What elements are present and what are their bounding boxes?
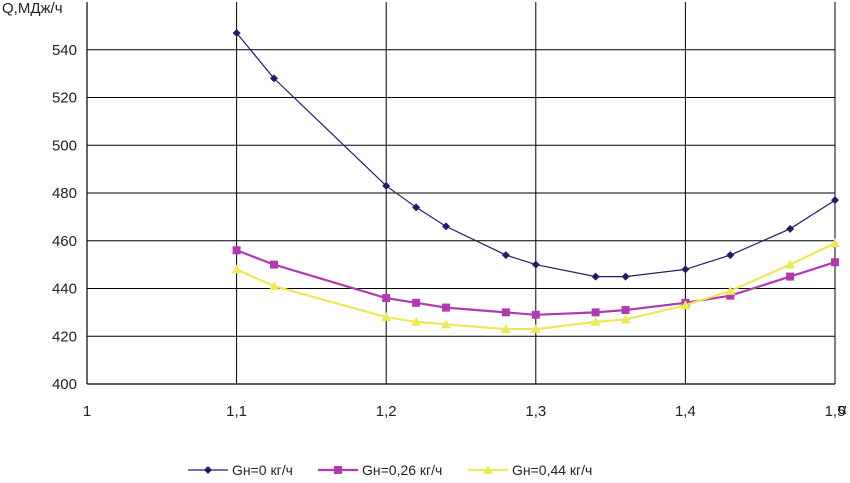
legend-marker: [334, 466, 342, 474]
data-point: [442, 222, 451, 231]
data-point: [786, 272, 795, 281]
y-tick-label: 500: [52, 137, 77, 154]
data-point: [830, 238, 840, 248]
data-point: [591, 308, 600, 317]
legend-item: Gн=0,44 кг/ч: [468, 462, 592, 478]
x-tick-label: 1,2: [376, 403, 397, 420]
data-point: [232, 29, 241, 38]
data-point: [412, 203, 421, 212]
legend-label: Gн=0,44 кг/ч: [512, 462, 592, 478]
legend-item: Gн=0,26 кг/ч: [318, 462, 442, 478]
data-point: [621, 305, 630, 314]
legend-item: Gн=0 кг/ч: [188, 462, 293, 478]
data-point: [786, 224, 795, 233]
y-tick-label: 520: [52, 90, 77, 107]
legend-label: Gн=0 кг/ч: [232, 462, 293, 478]
data-point: [620, 314, 631, 324]
y-tick-label: 480: [52, 185, 77, 202]
legend-marker: [204, 466, 212, 474]
data-point: [441, 319, 452, 329]
data-point: [382, 294, 391, 303]
data-point: [412, 298, 421, 307]
data-point: [270, 74, 278, 83]
series-3: [231, 238, 840, 334]
y-axis-title: Q,МДж/ч: [2, 0, 63, 17]
data-point: [785, 259, 796, 269]
data-point: [831, 196, 839, 205]
y-tick-label: 440: [52, 281, 77, 298]
data-point: [232, 246, 241, 255]
data-point: [501, 308, 510, 317]
legend-label: Gн=0,26 кг/ч: [362, 462, 442, 478]
data-point: [591, 272, 600, 281]
data-point: [531, 260, 540, 269]
x-tick-label: 1,3: [525, 403, 546, 420]
y-tick-label: 420: [52, 328, 77, 345]
legend-marker: [483, 465, 493, 474]
y-tick-label: 540: [52, 42, 77, 59]
data-point: [269, 281, 279, 291]
data-point: [531, 310, 540, 319]
data-point: [231, 264, 242, 274]
data-point: [590, 316, 601, 326]
data-point: [725, 285, 736, 295]
series-layer: [231, 29, 840, 334]
data-point: [831, 258, 839, 267]
data-point: [270, 260, 278, 269]
x-tick-label: 1,5: [825, 403, 846, 420]
x-tick-label: 1,1: [226, 403, 247, 420]
data-point: [382, 181, 391, 190]
data-point: [680, 300, 691, 310]
legend: Gн=0 кг/ч Gн=0,26 кг/ч Gн=0,44 кг/ч: [188, 462, 592, 478]
x-tick-label: 1: [83, 403, 91, 420]
data-point: [501, 251, 510, 260]
data-point: [442, 303, 451, 312]
axes: [86, 2, 835, 385]
grid: [86, 2, 836, 385]
data-point: [681, 265, 690, 274]
data-point: [621, 272, 630, 281]
data-point: [381, 312, 392, 322]
tick-labels: 400 420 440 460 480 500 520 540 1 1,1 1,2 1,3 1,4 1,5: [52, 42, 845, 420]
data-point: [500, 324, 511, 334]
data-point: [726, 291, 735, 300]
data-point: [411, 316, 422, 326]
y-tick-label: 460: [52, 233, 77, 250]
data-point: [530, 324, 541, 334]
data-point: [726, 251, 735, 260]
x-axis-title: α: [838, 401, 847, 418]
y-tick-label: 400: [52, 376, 77, 393]
x-tick-label: 1,4: [675, 403, 696, 420]
series-1: [232, 29, 839, 281]
